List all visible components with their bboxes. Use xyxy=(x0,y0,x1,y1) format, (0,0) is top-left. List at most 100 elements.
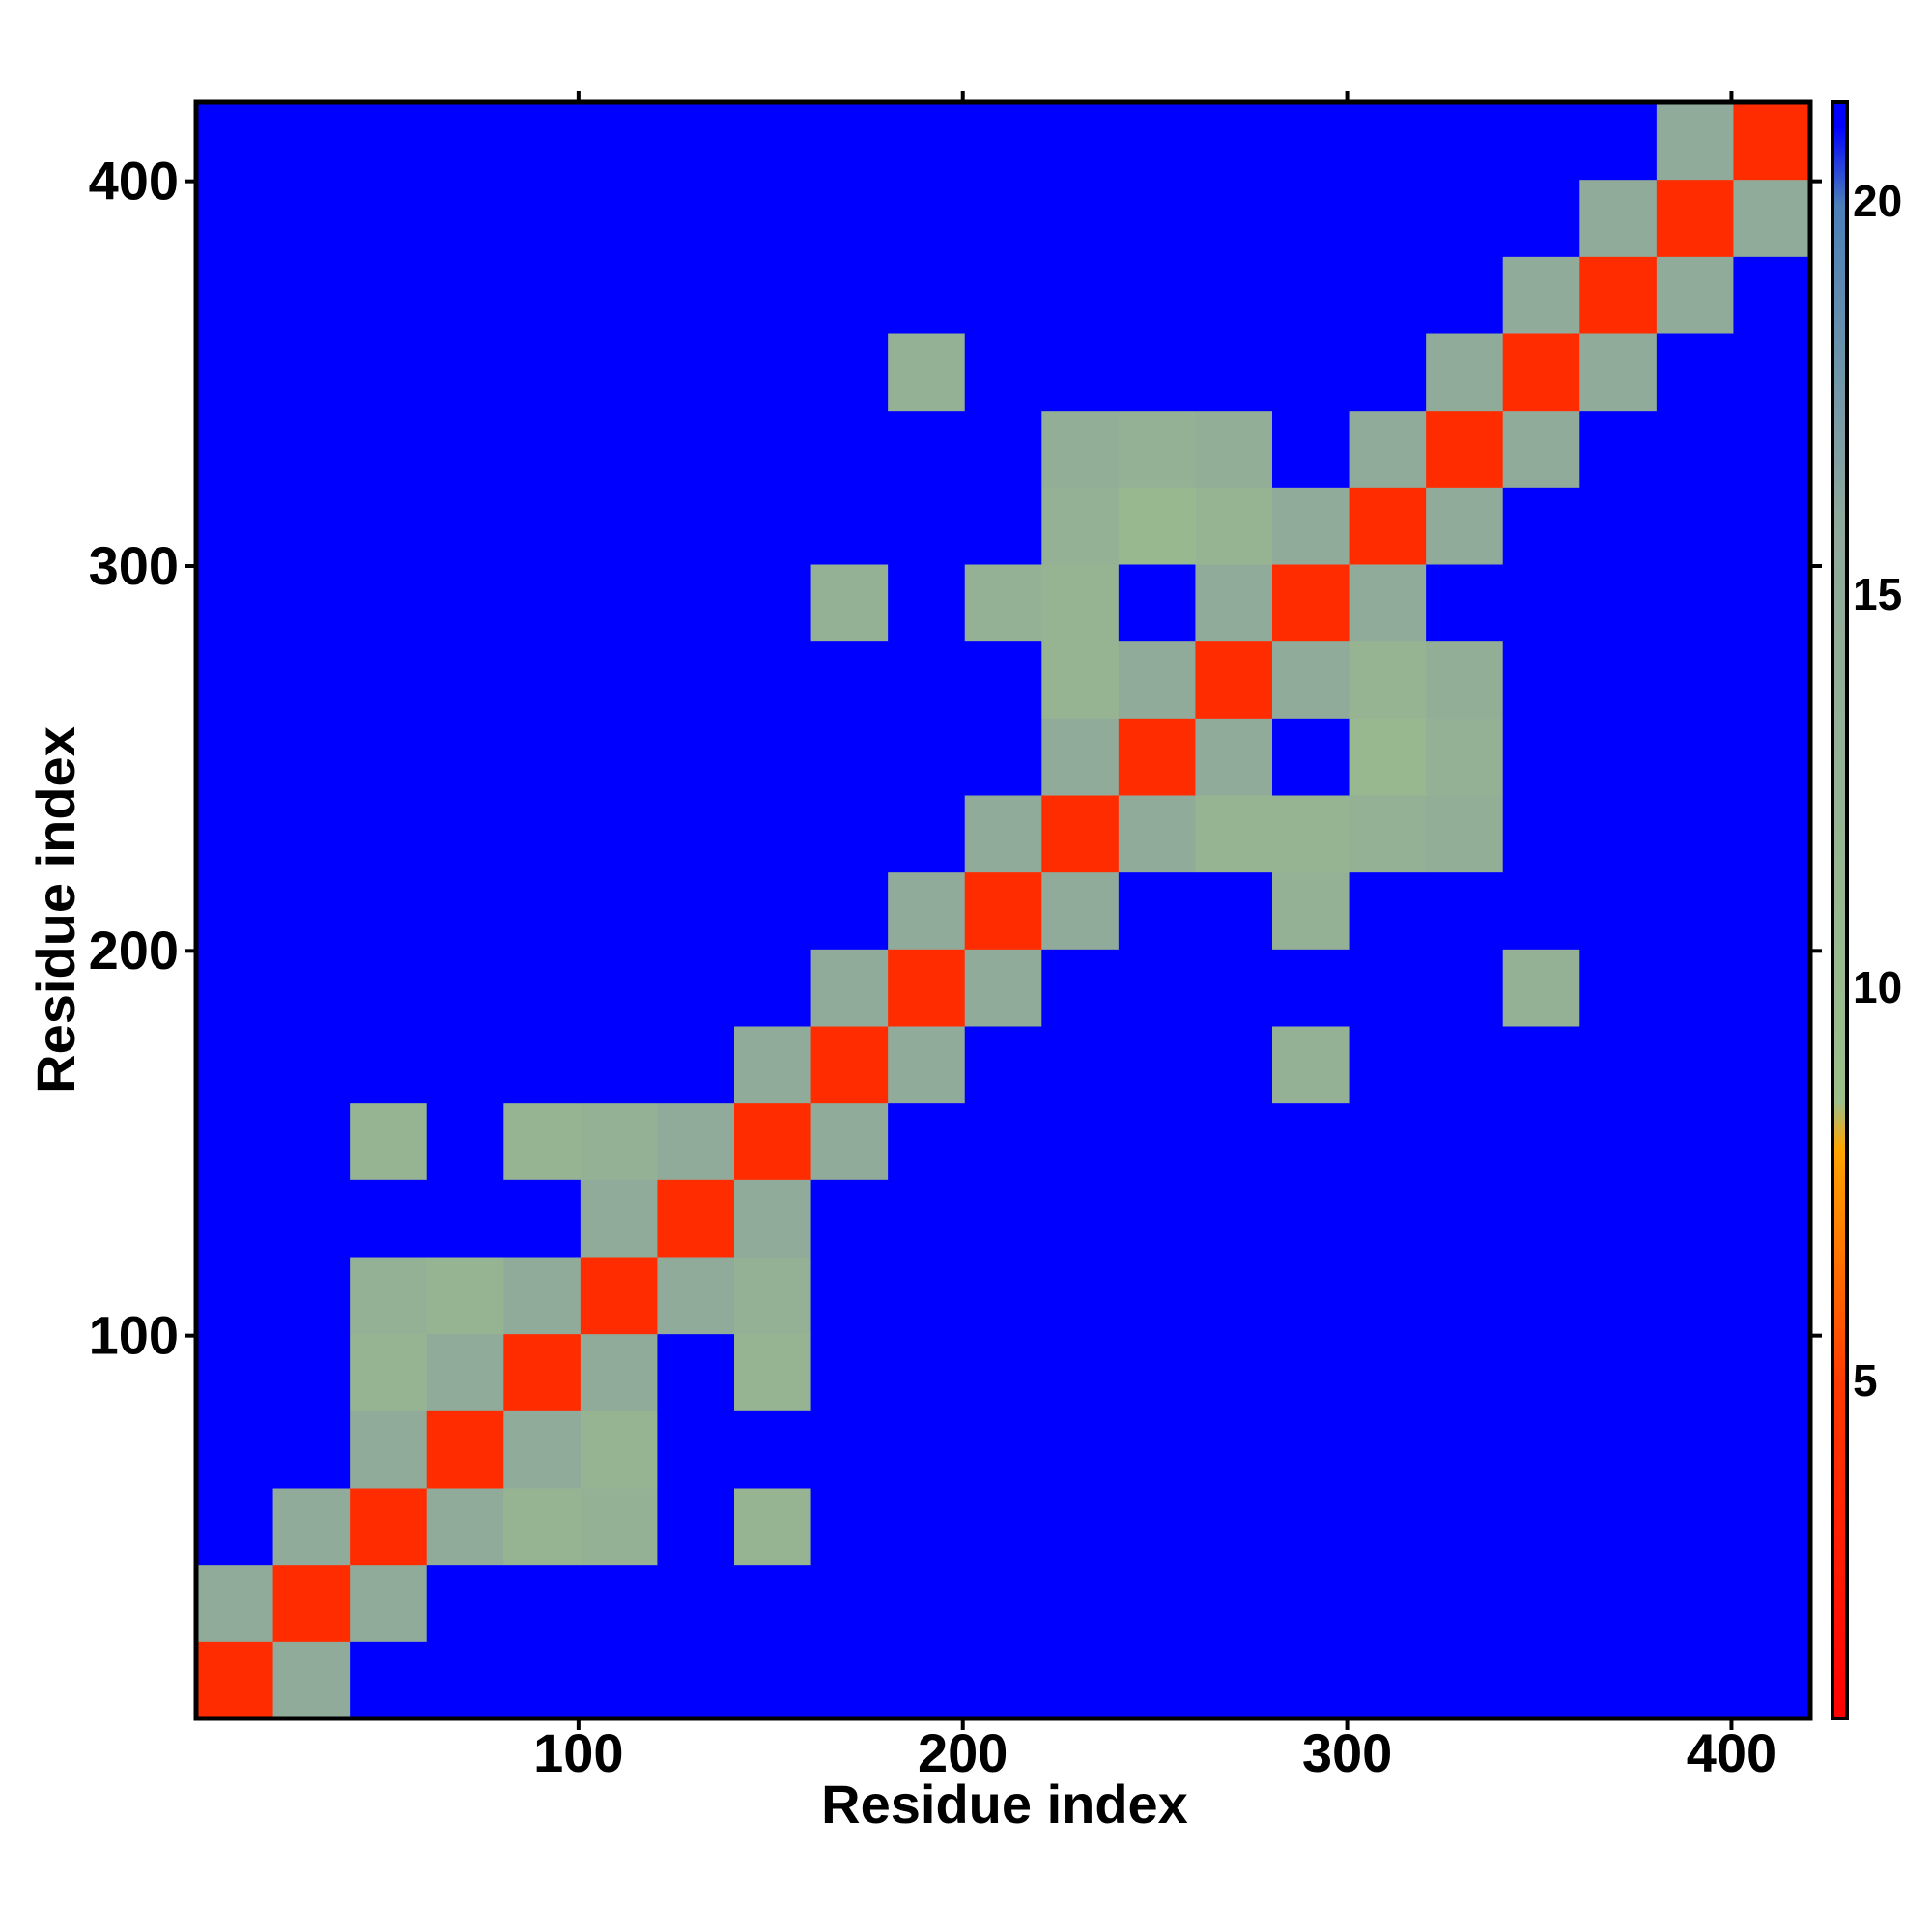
heatmap-cell xyxy=(964,795,1042,873)
heatmap-cell xyxy=(888,1102,966,1180)
heatmap-cell xyxy=(657,1102,735,1180)
heatmap-cell xyxy=(1195,333,1273,412)
heatmap-cell xyxy=(888,179,966,257)
heatmap-cell xyxy=(1656,1102,1734,1180)
heatmap-cell xyxy=(657,949,735,1027)
heatmap-cell xyxy=(1426,564,1504,642)
heatmap-cell xyxy=(503,949,582,1027)
heatmap-cell xyxy=(964,1564,1042,1642)
heatmap-cell xyxy=(1349,179,1427,257)
heatmap-cell xyxy=(1579,487,1658,565)
heatmap-cell xyxy=(426,1564,504,1642)
heatmap-cell xyxy=(1579,333,1658,412)
heatmap-cell xyxy=(1041,1333,1120,1411)
heatmap-cell xyxy=(1118,410,1196,488)
heatmap-cell xyxy=(1272,256,1350,334)
heatmap-cell xyxy=(426,1488,504,1566)
heatmap-cell xyxy=(503,1488,582,1566)
heatmap-cell xyxy=(580,102,658,181)
heatmap-cell xyxy=(426,487,504,565)
heatmap-cell xyxy=(1656,256,1734,334)
heatmap-cell xyxy=(657,1641,735,1719)
heatmap-cell xyxy=(350,102,428,181)
heatmap-cell xyxy=(426,1641,504,1719)
heatmap-cell xyxy=(272,256,351,334)
heatmap-cell xyxy=(1195,179,1273,257)
heatmap-cell xyxy=(1118,256,1196,334)
heatmap-cell xyxy=(1502,1488,1580,1566)
heatmap-cell xyxy=(657,410,735,488)
heatmap-cell xyxy=(580,410,658,488)
heatmap-cell xyxy=(350,410,428,488)
heatmap-cell xyxy=(580,1641,658,1719)
heatmap-cell xyxy=(1502,949,1580,1027)
heatmap-cell xyxy=(1656,1026,1734,1104)
heatmap-cell xyxy=(1195,718,1273,796)
heatmap-cell xyxy=(964,1102,1042,1180)
heatmap-cell xyxy=(196,179,274,257)
heatmap-cell xyxy=(503,102,582,181)
heatmap-cell xyxy=(350,1564,428,1642)
heatmap-cell xyxy=(1041,640,1120,719)
heatmap-cell xyxy=(1733,1410,1811,1489)
heatmap-cell xyxy=(1733,718,1811,796)
heatmap-cell xyxy=(272,949,351,1027)
heatmap-cell xyxy=(272,1179,351,1258)
heatmap-cell xyxy=(1579,795,1658,873)
heatmap-cell xyxy=(810,1641,889,1719)
heatmap-cell xyxy=(1579,718,1658,796)
heatmap-cell xyxy=(1118,102,1196,181)
heatmap-cell xyxy=(810,179,889,257)
heatmap-cell xyxy=(580,564,658,642)
colorbar-tick-label: 5 xyxy=(1853,1355,1878,1406)
heatmap-cell xyxy=(888,1410,966,1489)
heatmap-cell xyxy=(1733,1333,1811,1411)
heatmap-cell xyxy=(503,564,582,642)
heatmap-cell xyxy=(1656,487,1734,565)
heatmap-cell xyxy=(1426,1257,1504,1335)
heatmap-cell xyxy=(1272,102,1350,181)
heatmap-cell xyxy=(964,1333,1042,1411)
heatmap-cell xyxy=(1502,1410,1580,1489)
heatmap-cell xyxy=(1272,1641,1350,1719)
heatmap-cell xyxy=(1733,1564,1811,1642)
heatmap-cell xyxy=(1272,487,1350,565)
heatmap-cell xyxy=(1502,1102,1580,1180)
heatmap-cell xyxy=(1656,795,1734,873)
heatmap-cell xyxy=(1579,1488,1658,1566)
heatmap-cell xyxy=(1118,333,1196,412)
heatmap-cell xyxy=(196,795,274,873)
heatmap-cell xyxy=(196,1564,274,1642)
heatmap-cell xyxy=(888,410,966,488)
heatmap-cell xyxy=(810,871,889,950)
heatmap-cell xyxy=(1579,1333,1658,1411)
heatmap-cell xyxy=(1195,102,1273,181)
heatmap-cell xyxy=(196,1641,274,1719)
heatmap-cell xyxy=(1195,871,1273,950)
heatmap-cell xyxy=(1349,1257,1427,1335)
heatmap-cell xyxy=(426,410,504,488)
heatmap-cell xyxy=(1272,1257,1350,1335)
heatmap-cell xyxy=(1656,640,1734,719)
heatmap-cell xyxy=(196,410,274,488)
heatmap-cell xyxy=(810,410,889,488)
heatmap-cell xyxy=(1502,1257,1580,1335)
heatmap-cell xyxy=(272,102,351,181)
heatmap-cell xyxy=(580,1102,658,1180)
heatmap-cell xyxy=(734,718,812,796)
heatmap-cell xyxy=(196,1026,274,1104)
heatmap-cell xyxy=(426,333,504,412)
heatmap-cell xyxy=(272,640,351,719)
heatmap-cell xyxy=(1272,718,1350,796)
heatmap-cell xyxy=(810,949,889,1027)
heatmap-cell xyxy=(1349,1026,1427,1104)
heatmap-cell xyxy=(734,795,812,873)
heatmap-cell xyxy=(350,487,428,565)
heatmap-cell xyxy=(1502,1179,1580,1258)
heatmap-cell xyxy=(734,1026,812,1104)
heatmap-cell xyxy=(1118,1257,1196,1335)
heatmap-cell xyxy=(1502,640,1580,719)
heatmap-cell xyxy=(1426,1488,1504,1566)
heatmap-cell xyxy=(1118,1102,1196,1180)
heatmap-cell xyxy=(657,1257,735,1335)
